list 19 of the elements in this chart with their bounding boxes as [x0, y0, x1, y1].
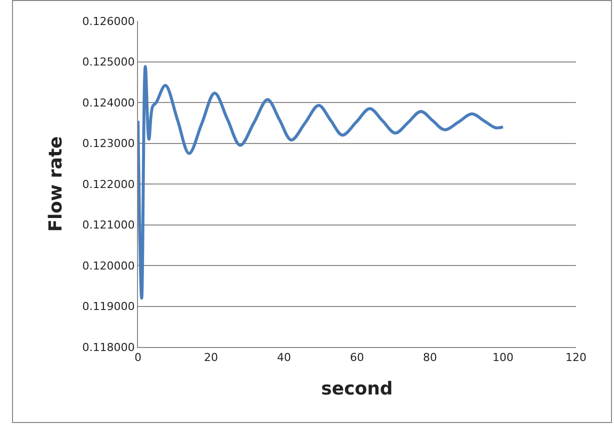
y-tick-label: 0.119000	[82, 300, 135, 314]
y-tick-label: 0.121000	[82, 218, 135, 232]
y-tick-label: 0.124000	[82, 96, 135, 110]
x-tick-label: 100	[492, 351, 514, 364]
y-tick-label: 0.118000	[82, 340, 135, 354]
y-tick-label: 0.126000	[82, 14, 135, 28]
y-tick-label: 0.123000	[82, 137, 135, 150]
y-tick-label: 0.122000	[82, 178, 135, 191]
x-tick-label: 20	[204, 351, 218, 364]
x-tick-label: 80	[423, 351, 437, 364]
line-series	[138, 65, 504, 300]
x-tick-label: 40	[277, 351, 291, 364]
x-axis-title: second	[321, 378, 393, 400]
x-tick-label: 120	[566, 351, 586, 364]
y-axis-title: Flow rate	[46, 136, 66, 232]
x-tick-label: 60	[350, 351, 364, 364]
y-tick-label: 0.125000	[82, 56, 135, 69]
y-tick-label: 0.120000	[82, 259, 135, 272]
x-tick-label: 0	[134, 351, 142, 364]
